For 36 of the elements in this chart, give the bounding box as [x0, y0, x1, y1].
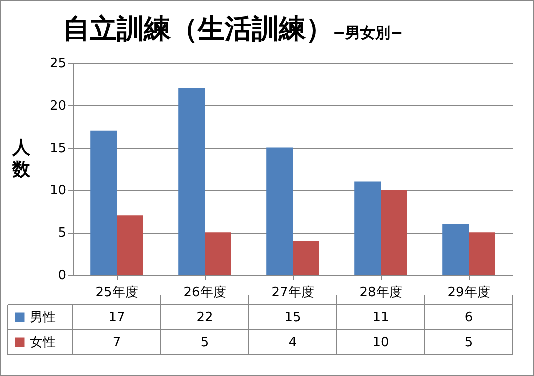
bar — [266, 148, 293, 275]
y-tick-label: 25 — [50, 56, 66, 72]
chart-subtitle: −男女別− — [333, 24, 404, 42]
bar — [469, 232, 496, 275]
y-tick-label: 0 — [58, 268, 66, 284]
data-label: 17 — [108, 310, 126, 326]
data-label: 22 — [196, 310, 214, 326]
data-label: 10 — [372, 336, 390, 350]
data-label: 4 — [288, 336, 298, 350]
bar — [90, 130, 117, 275]
data-label: 15 — [284, 310, 302, 326]
x-tick-label: 26年度 — [184, 284, 226, 300]
data-label: 5 — [464, 336, 474, 350]
x-tick-label: 29年度 — [448, 284, 490, 300]
y-tick-label: 20 — [50, 98, 66, 114]
data-label: 7 — [112, 336, 122, 350]
chart-title: 自立訓練（生活訓練） — [63, 14, 333, 45]
y-tick-label: 10 — [50, 184, 66, 199]
bar — [205, 232, 232, 275]
bar — [354, 182, 381, 275]
x-tick-label: 27年度 — [272, 284, 314, 300]
data-label: 5 — [200, 336, 210, 350]
bar — [293, 241, 320, 275]
bar — [178, 88, 205, 275]
bar — [117, 216, 144, 275]
data-label: 6 — [464, 310, 474, 326]
y-tick-label: 5 — [58, 226, 66, 242]
y-tick-label: 15 — [50, 141, 66, 156]
legend-label: 男性 — [30, 310, 56, 326]
data-label: 11 — [372, 310, 390, 326]
x-tick-label: 25年度 — [96, 284, 138, 300]
y-axis-title: 人数 — [12, 138, 32, 180]
bar — [381, 190, 408, 275]
bar — [442, 224, 469, 275]
legend-label: 女性 — [30, 336, 56, 350]
x-tick-label: 28年度 — [360, 284, 402, 300]
